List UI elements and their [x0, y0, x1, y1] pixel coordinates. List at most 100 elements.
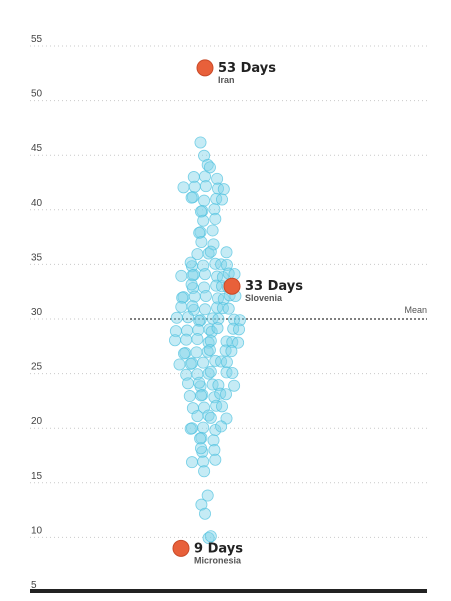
y-tick-label: 25 — [31, 362, 43, 373]
data-point — [194, 205, 207, 218]
data-point — [209, 453, 222, 466]
data-point — [219, 388, 232, 401]
highlight-label: 9 Days — [194, 541, 243, 556]
data-point — [185, 456, 198, 469]
data-point — [169, 325, 182, 338]
data-point — [232, 323, 245, 336]
data-point — [198, 268, 211, 281]
highlight-point — [172, 539, 190, 557]
data-point — [220, 246, 233, 259]
data-point — [201, 489, 214, 502]
data-point — [212, 312, 225, 325]
data-point — [225, 345, 238, 358]
highlight-point — [196, 59, 214, 77]
y-tick-label: 40 — [31, 198, 43, 209]
data-point — [197, 356, 210, 369]
data-point — [193, 226, 206, 239]
data-point — [198, 303, 211, 316]
y-tick-label: 30 — [31, 307, 43, 318]
data-point — [190, 346, 203, 359]
data-point — [175, 269, 188, 282]
data-point — [184, 422, 197, 435]
data-point — [194, 136, 207, 149]
baseline — [30, 589, 427, 593]
data-point — [195, 235, 208, 248]
data-point — [168, 334, 181, 347]
data-point — [186, 300, 199, 313]
y-tick-label: 45 — [31, 143, 43, 154]
data-point — [188, 290, 201, 303]
data-point — [185, 191, 198, 204]
data-point — [207, 238, 220, 251]
data-point — [198, 149, 211, 162]
y-axis-ticks: 5 10 15 20 25 30 35 40 45 50 55 — [31, 34, 43, 591]
data-point — [207, 434, 220, 447]
data-point — [222, 302, 235, 315]
data-point — [211, 322, 224, 335]
data-point — [180, 333, 193, 346]
data-point — [203, 161, 216, 174]
data-point — [177, 347, 190, 360]
data-points — [168, 136, 246, 545]
data-point — [185, 278, 198, 291]
data-point — [194, 432, 207, 445]
data-point — [217, 183, 230, 196]
data-point — [193, 314, 206, 327]
data-point — [197, 421, 210, 434]
data-point — [198, 507, 211, 520]
data-point — [204, 530, 217, 543]
highlight-label: 53 Days — [218, 61, 276, 76]
data-point — [202, 532, 215, 545]
y-tick-label: 15 — [31, 471, 43, 482]
highlight-country: Slovenia — [245, 293, 283, 303]
data-point — [199, 289, 212, 302]
data-point — [198, 194, 211, 207]
y-tick-label: 35 — [31, 252, 43, 263]
data-point — [232, 336, 245, 349]
data-point — [198, 465, 211, 478]
data-point — [220, 356, 233, 369]
y-tick-label: 20 — [31, 416, 43, 427]
data-point — [197, 214, 210, 227]
data-point — [204, 245, 217, 258]
data-point — [187, 171, 200, 184]
data-point — [202, 336, 215, 349]
data-point — [181, 311, 194, 324]
data-point — [199, 180, 212, 193]
y-tick-label: 10 — [31, 525, 43, 536]
data-point — [170, 311, 183, 324]
data-point — [208, 203, 221, 216]
mean-label: Mean — [404, 305, 427, 315]
data-point — [177, 181, 190, 194]
data-point — [191, 248, 204, 261]
data-point — [204, 365, 217, 378]
highlight-label: 33 Days — [245, 279, 303, 294]
data-point — [206, 224, 219, 237]
data-point — [209, 212, 222, 225]
data-point — [195, 498, 208, 511]
data-point — [193, 376, 206, 389]
data-point — [194, 389, 207, 402]
data-point — [194, 442, 207, 455]
y-tick-label: 5 — [31, 580, 37, 591]
data-point — [183, 390, 196, 403]
data-point — [209, 423, 222, 436]
data-point — [176, 291, 189, 304]
data-point — [204, 334, 217, 347]
data-point — [205, 325, 218, 338]
highlight-country: Micronesia — [194, 555, 242, 565]
data-point — [204, 411, 217, 424]
data-point — [184, 357, 197, 370]
data-point — [215, 420, 228, 433]
data-point — [173, 358, 186, 371]
data-point — [233, 314, 246, 327]
data-point — [226, 366, 239, 379]
data-point — [216, 271, 229, 284]
highlight-point — [223, 277, 241, 295]
highlight-country: Iran — [218, 75, 235, 85]
data-point — [228, 379, 241, 392]
data-point — [217, 292, 230, 305]
data-point — [215, 193, 228, 206]
